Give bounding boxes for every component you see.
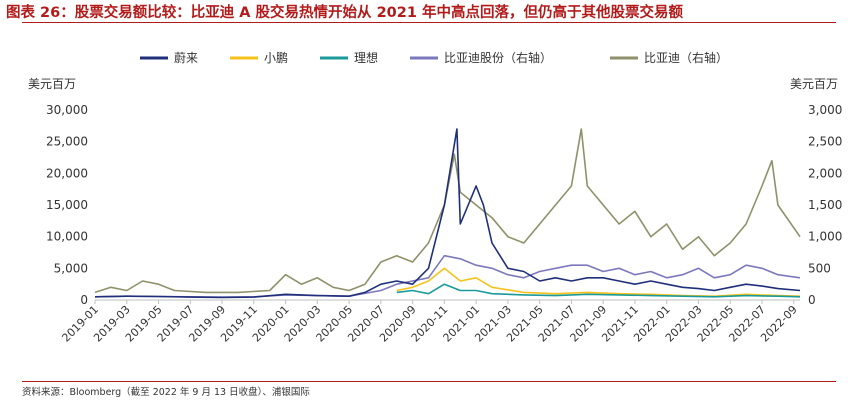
source-note: 资料来源：Bloomberg（截至 2022 年 9 月 13 日收盘）、浦银国… — [22, 387, 310, 398]
title-rule — [22, 22, 836, 23]
series-line-3 — [94, 254, 801, 298]
series-group — [94, 128, 801, 299]
right-tick-label: 0 — [808, 293, 816, 307]
right-tick-label: 1,500 — [808, 198, 842, 212]
left-tick-label: 0 — [80, 293, 88, 307]
series-line-0 — [94, 128, 801, 299]
x-axis: 2019-012019-032019-052019-072019-092019-… — [59, 300, 800, 345]
left-tick-label: 25,000 — [46, 135, 88, 149]
right-tick-label: 3,000 — [808, 103, 842, 117]
figure-title: 图表 26：股票交易额比较：比亚迪 A 股交易热情开始从 2021 年中高点回落… — [6, 5, 683, 21]
chart: 蔚来 小鹏 理想 比亚迪股份（右轴） 比亚迪（右轴） 美元百万 美元百万 0 5,000 1… — [28, 50, 842, 345]
right-tick-label: 2,000 — [808, 166, 842, 180]
legend-label: 小鹏 — [264, 51, 288, 65]
legend-label: 蔚来 — [174, 51, 198, 65]
left-tick-label: 20,000 — [46, 166, 88, 180]
right-tick-label: 500 — [808, 261, 831, 275]
legend: 蔚来 小鹏 理想 比亚迪股份（右轴） 比亚迪（右轴） — [140, 50, 728, 65]
legend-label: 理想 — [354, 50, 378, 65]
right-tick-label: 2,500 — [808, 135, 842, 149]
right-axis: 0 500 1,000 1,500 2,000 2,500 3,000 — [808, 103, 842, 307]
left-tick-label: 10,000 — [46, 230, 88, 244]
left-tick-label: 15,000 — [46, 198, 88, 212]
right-tick-label: 1,000 — [808, 230, 842, 244]
legend-label: 比亚迪股份（右轴） — [444, 50, 552, 65]
series-line-2 — [396, 283, 801, 298]
legend-label: 比亚迪（右轴） — [644, 50, 728, 65]
left-axis: 0 5,000 10,000 15,000 20,000 25,000 30,000 — [46, 103, 88, 307]
series-line-4 — [94, 128, 801, 294]
left-tick-label: 30,000 — [46, 103, 88, 117]
left-tick-label: 5,000 — [54, 261, 88, 275]
right-axis-unit: 美元百万 — [790, 77, 838, 91]
series-line-1 — [396, 267, 801, 298]
source-rule — [22, 381, 836, 382]
left-axis-unit: 美元百万 — [28, 77, 76, 91]
